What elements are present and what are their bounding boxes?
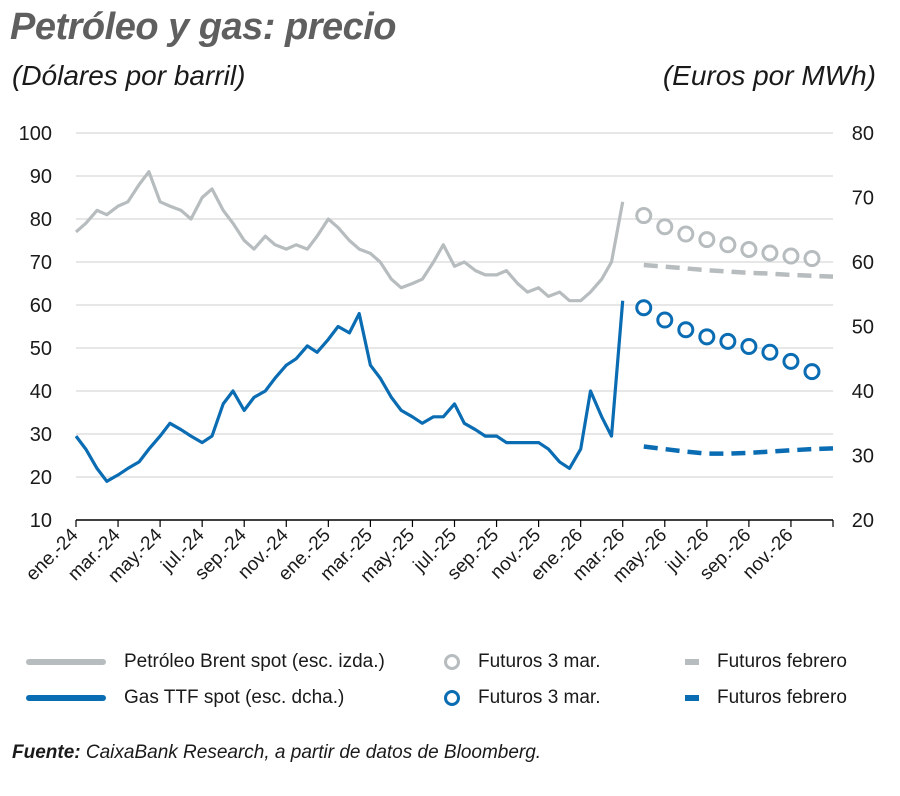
left-axis-tick-label: 80 bbox=[30, 209, 52, 231]
chart-title: Petróleo y gas: precio bbox=[10, 6, 397, 48]
brent-futures-march-point bbox=[740, 241, 758, 259]
legend-label-ttf-spot: Gas TTF spot (esc. dcha.) bbox=[124, 687, 345, 708]
brent-futures-march-point bbox=[803, 250, 821, 268]
brent-futures-march-point bbox=[719, 236, 737, 254]
left-axis-tick-label: 50 bbox=[30, 338, 52, 360]
right-axis-tick-label: 70 bbox=[852, 188, 874, 210]
ttf-futures-march-point bbox=[740, 337, 758, 355]
legend-dash-brent bbox=[685, 659, 699, 665]
source-note: Fuente: CaixaBank Research, a partir de … bbox=[12, 742, 541, 764]
left-axis-tick-label: 30 bbox=[30, 424, 52, 446]
right-axis-tick-label: 60 bbox=[852, 252, 874, 274]
right-axis-tick-label: 80 bbox=[852, 123, 874, 145]
ttf-futures-feb-line bbox=[643, 444, 834, 456]
left-axis-tick-label: 20 bbox=[30, 467, 52, 489]
legend-circle-brent bbox=[444, 654, 460, 670]
legend: Petróleo Brent spot (esc. izda.) Futuros… bbox=[0, 640, 900, 720]
legend-item-ttf-futures-feb: Futuros febrero bbox=[685, 687, 847, 709]
brent-futures-march-point bbox=[761, 244, 779, 262]
legend-line-ttf bbox=[26, 695, 106, 701]
ttf-futures-march-point bbox=[803, 363, 821, 381]
ttf-futures-march-point bbox=[635, 299, 653, 317]
ttf-futures-march-point bbox=[677, 321, 695, 339]
ttf-futures-march-point bbox=[761, 343, 779, 361]
brent-futures-march-point bbox=[677, 225, 695, 243]
right-axis-tick-label: 20 bbox=[852, 510, 874, 532]
left-axis-tick-label: 70 bbox=[30, 252, 52, 274]
legend-line-brent bbox=[26, 659, 106, 665]
brent-futures-march-point bbox=[635, 207, 653, 225]
right-axis-tick-label: 50 bbox=[852, 317, 874, 339]
legend-label-ttf-futures-march: Futuros 3 mar. bbox=[478, 687, 601, 708]
legend-label-brent-spot: Petróleo Brent spot (esc. izda.) bbox=[124, 651, 385, 672]
right-axis-unit: (Euros por MWh) bbox=[662, 60, 876, 91]
left-axis-tick-label: 10 bbox=[30, 510, 52, 532]
source-text: CaixaBank Research, a partir de datos de… bbox=[80, 742, 542, 763]
legend-dash-ttf bbox=[685, 695, 699, 701]
price-chart: 10203040506070809010020304050607080ene.-… bbox=[19, 123, 874, 587]
left-axis-tick-label: 40 bbox=[30, 381, 52, 403]
legend-label-brent-futures-march: Futuros 3 mar. bbox=[478, 651, 601, 672]
right-axis-tick-label: 40 bbox=[852, 381, 874, 403]
legend-item-brent-futures-feb: Futuros febrero bbox=[685, 651, 847, 673]
ttf-futures-march-point bbox=[698, 328, 716, 346]
legend-item-ttf-futures-march: Futuros 3 mar. bbox=[444, 687, 601, 709]
source-label: Fuente: bbox=[12, 742, 81, 763]
brent-spot-line bbox=[74, 170, 625, 303]
legend-label-brent-futures-feb: Futuros febrero bbox=[717, 651, 847, 672]
ttf-futures-march-point bbox=[782, 352, 800, 370]
left-axis-unit: (Dólares por barril) bbox=[12, 60, 246, 91]
left-axis-tick-label: 100 bbox=[19, 123, 52, 145]
brent-futures-march-point bbox=[656, 218, 674, 236]
legend-circle-ttf bbox=[444, 690, 460, 706]
left-axis-tick-label: 90 bbox=[30, 166, 52, 188]
left-axis-tick-label: 60 bbox=[30, 295, 52, 317]
brent-futures-feb-line bbox=[643, 262, 834, 279]
right-axis-tick-label: 30 bbox=[852, 446, 874, 468]
legend-item-brent-spot: Petróleo Brent spot (esc. izda.) bbox=[26, 651, 385, 673]
legend-label-ttf-futures-feb: Futuros febrero bbox=[717, 687, 847, 708]
ttf-futures-march-point bbox=[656, 311, 674, 329]
ttf-spot-line bbox=[74, 300, 625, 483]
legend-item-brent-futures-march: Futuros 3 mar. bbox=[444, 651, 601, 673]
ttf-futures-march-point bbox=[719, 332, 737, 350]
brent-futures-march-point bbox=[698, 231, 716, 249]
brent-futures-march-point bbox=[782, 247, 800, 265]
legend-item-ttf-spot: Gas TTF spot (esc. dcha.) bbox=[26, 687, 344, 709]
